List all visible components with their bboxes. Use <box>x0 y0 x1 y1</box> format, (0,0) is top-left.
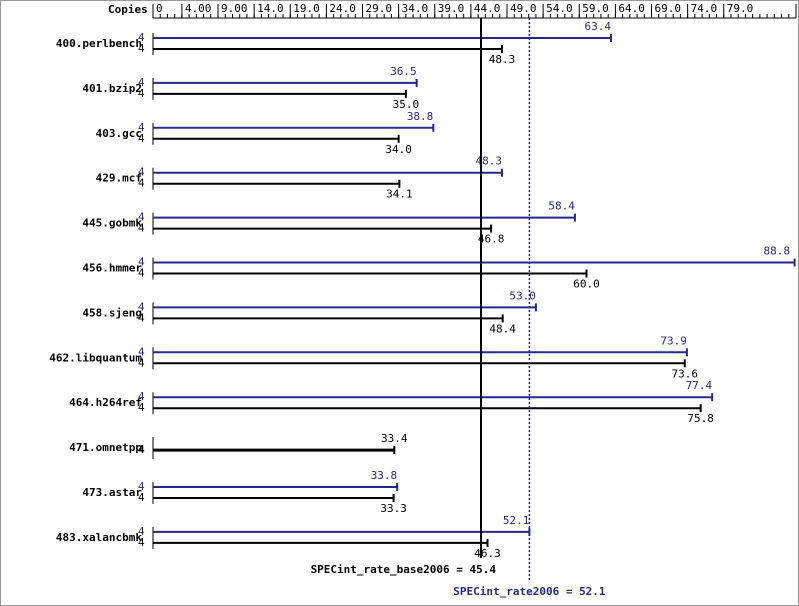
x-tick-label: 79.0 <box>727 2 754 15</box>
copies-label: 4 <box>138 311 145 324</box>
value-label: 46.8 <box>478 233 505 246</box>
value-label: 38.8 <box>407 110 434 123</box>
category-label: 462.libquantum <box>49 351 142 364</box>
x-tick-label: 29.0 <box>366 2 393 15</box>
copies-label: 4 <box>138 443 145 456</box>
copies-label: 4 <box>138 536 145 549</box>
value-label: 75.8 <box>687 412 714 425</box>
x-tick-label: 54.0 <box>546 2 573 15</box>
x-tick-label: 24.0 <box>329 2 356 15</box>
category-label: 473.astar <box>82 486 142 499</box>
x-tick-label: 59.0 <box>582 2 609 15</box>
copies-label: 4 <box>138 491 145 504</box>
value-label: 58.4 <box>548 200 575 213</box>
copies-label: 4 <box>138 222 145 235</box>
category-label: 458.sjeng <box>82 306 142 319</box>
copies-label: 4 <box>138 31 145 44</box>
copies-label: 4 <box>138 132 145 145</box>
value-label: 34.1 <box>386 188 413 201</box>
reference-label: SPECint_rate2006 = 52.1 <box>453 585 606 598</box>
x-tick-label: 4.00 <box>185 2 212 15</box>
copies-label: 4 <box>138 267 145 280</box>
value-label: 35.0 <box>393 98 420 111</box>
value-label: 63.4 <box>585 20 612 33</box>
value-label: 53.0 <box>509 289 536 302</box>
copies-label: 4 <box>138 42 145 55</box>
reference-label: SPECint_rate_base2006 = 45.4 <box>311 563 497 576</box>
copies-label: 4 <box>138 76 145 89</box>
value-label: 48.4 <box>489 322 516 335</box>
value-label: 33.8 <box>371 469 398 482</box>
value-label: 46.3 <box>474 547 501 560</box>
x-tick-label: 64.0 <box>618 2 645 15</box>
x-tick-label: 0 <box>156 2 163 15</box>
x-tick-label: 19.0 <box>293 2 320 15</box>
copies-label: 4 <box>138 87 145 100</box>
copies-label: 4 <box>138 256 145 269</box>
value-label: 73.9 <box>660 334 687 347</box>
value-label: 33.4 <box>381 432 408 445</box>
value-label: 60.0 <box>573 278 600 291</box>
value-label: 34.0 <box>385 143 412 156</box>
category-label: 403.gcc <box>96 127 142 140</box>
category-label: 401.bzip2 <box>82 82 142 95</box>
value-label: 73.6 <box>671 367 698 380</box>
value-label: 77.4 <box>686 379 713 392</box>
category-label: 483.xalancbmk <box>56 531 142 544</box>
copies-header: Copies <box>108 3 148 16</box>
copies-label: 4 <box>138 211 145 224</box>
copies-label: 4 <box>138 177 145 190</box>
copies-label: 4 <box>138 300 145 313</box>
copies-label: 4 <box>138 356 145 369</box>
category-label: 429.mcf <box>96 172 142 185</box>
category-label: 445.gobmk <box>82 217 142 230</box>
value-label: 36.5 <box>390 65 417 78</box>
x-tick-label: 44.0 <box>474 2 501 15</box>
copies-label: 4 <box>138 525 145 538</box>
value-label: 52.1 <box>503 514 530 527</box>
copies-label: 4 <box>138 480 145 493</box>
category-label: 400.perlbench <box>56 37 142 50</box>
value-label: 48.3 <box>489 53 516 66</box>
category-label: 456.hmmer <box>82 262 142 275</box>
x-tick-label: 14.0 <box>257 2 284 15</box>
category-label: 464.h264ref <box>69 396 142 409</box>
copies-label: 4 <box>138 390 145 403</box>
value-label: 33.3 <box>380 502 407 515</box>
x-tick-label: 9.00 <box>221 2 248 15</box>
copies-label: 4 <box>138 345 145 358</box>
category-label: 471.omnetpp <box>69 441 142 454</box>
x-tick-label: 74.0 <box>691 2 718 15</box>
x-tick-label: 69.0 <box>655 2 682 15</box>
copies-label: 4 <box>138 401 145 414</box>
copies-label: 4 <box>138 166 145 179</box>
value-label: 88.8 <box>764 245 791 258</box>
copies-label: 4 <box>138 121 145 134</box>
x-tick-label: 39.0 <box>438 2 465 15</box>
x-tick-label: 34.0 <box>402 2 429 15</box>
value-label: 48.3 <box>475 155 502 168</box>
x-tick-label: 49.0 <box>510 2 537 15</box>
